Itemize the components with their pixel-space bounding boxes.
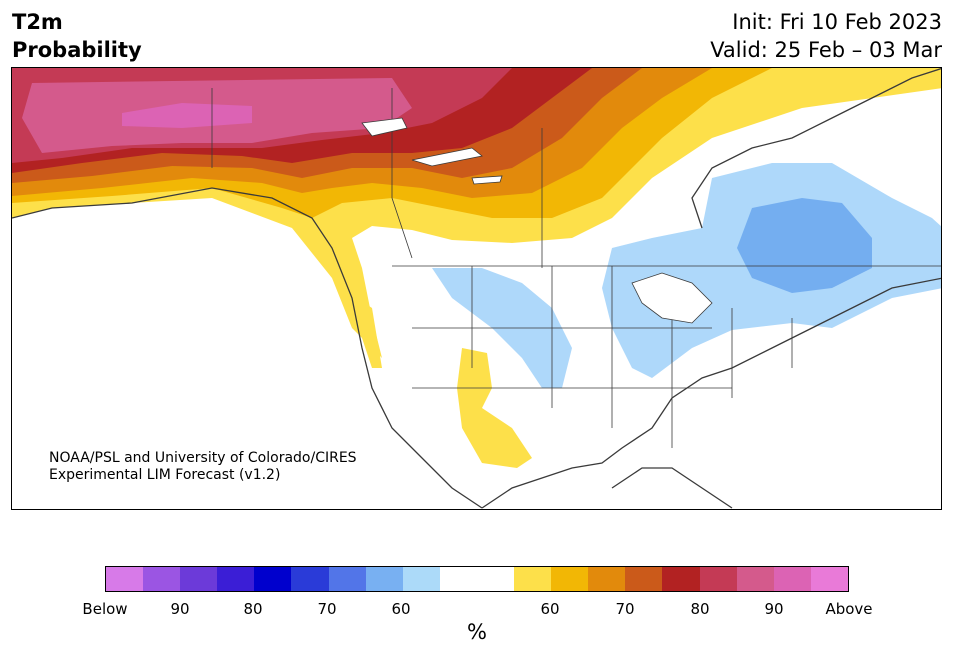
credit-line-2: Experimental LIM Forecast (v1.2) xyxy=(49,467,281,483)
colorbar-segment xyxy=(328,567,366,591)
colorbar-segment xyxy=(143,567,181,591)
map-title: T2m Probability xyxy=(12,8,142,64)
colorbar-segment xyxy=(217,567,255,591)
colorbar-segment xyxy=(810,567,848,591)
colorbar-segment xyxy=(291,567,329,591)
colorbar-segment xyxy=(551,567,589,591)
below-65-region xyxy=(737,198,872,293)
probability-map xyxy=(12,68,941,509)
colorbar-segment xyxy=(662,567,700,591)
colorbar-tick-label: 60 xyxy=(540,600,560,618)
colorbar-segment xyxy=(476,567,515,591)
above-90-core xyxy=(122,103,252,128)
data-credit: NOAA/PSL and University of Colorado/CIRE… xyxy=(49,450,357,484)
colorbar-tick-label: 90 xyxy=(764,600,784,618)
colorbar-segment xyxy=(365,567,403,591)
colorbar-unit: % xyxy=(467,620,487,644)
colorbar-segment xyxy=(699,567,737,591)
colorbar-segment xyxy=(625,567,663,591)
above-60-coast xyxy=(357,298,382,368)
colorbar-tick-label: Above xyxy=(825,600,873,618)
title-line-2: Probability xyxy=(12,38,142,62)
colorbar-segment xyxy=(439,567,477,591)
valid-range: Valid: 25 Feb – 03 Mar xyxy=(710,38,942,62)
colorbar xyxy=(105,566,849,592)
colorbar-segment xyxy=(736,567,774,591)
colorbar-segment xyxy=(588,567,626,591)
above-60-southwest xyxy=(457,348,532,468)
colorbar-segment xyxy=(402,567,440,591)
map-panel xyxy=(11,67,942,510)
colorbar-segment xyxy=(180,567,218,591)
init-date: Init: Fri 10 Feb 2023 xyxy=(732,10,942,34)
colorbar-segment xyxy=(254,567,292,591)
colorbar-segment xyxy=(106,567,144,591)
title-line-1: T2m xyxy=(12,10,63,34)
colorbar-tick-label: 90 xyxy=(170,600,190,618)
colorbar-segment xyxy=(514,567,552,591)
lakes xyxy=(361,117,713,324)
colorbar-tick-label: Below xyxy=(82,600,128,618)
colorbar-tick-label: 70 xyxy=(615,600,635,618)
credit-line-1: NOAA/PSL and University of Colorado/CIRE… xyxy=(49,450,357,466)
forecast-dates: Init: Fri 10 Feb 2023 Valid: 25 Feb – 03… xyxy=(710,8,942,64)
colorbar-tick-label: 80 xyxy=(243,600,263,618)
colorbar-tick-label: 70 xyxy=(317,600,337,618)
colorbar-segment xyxy=(773,567,811,591)
colorbar-tick-label: 60 xyxy=(391,600,411,618)
colorbar-tick-label: 80 xyxy=(690,600,710,618)
